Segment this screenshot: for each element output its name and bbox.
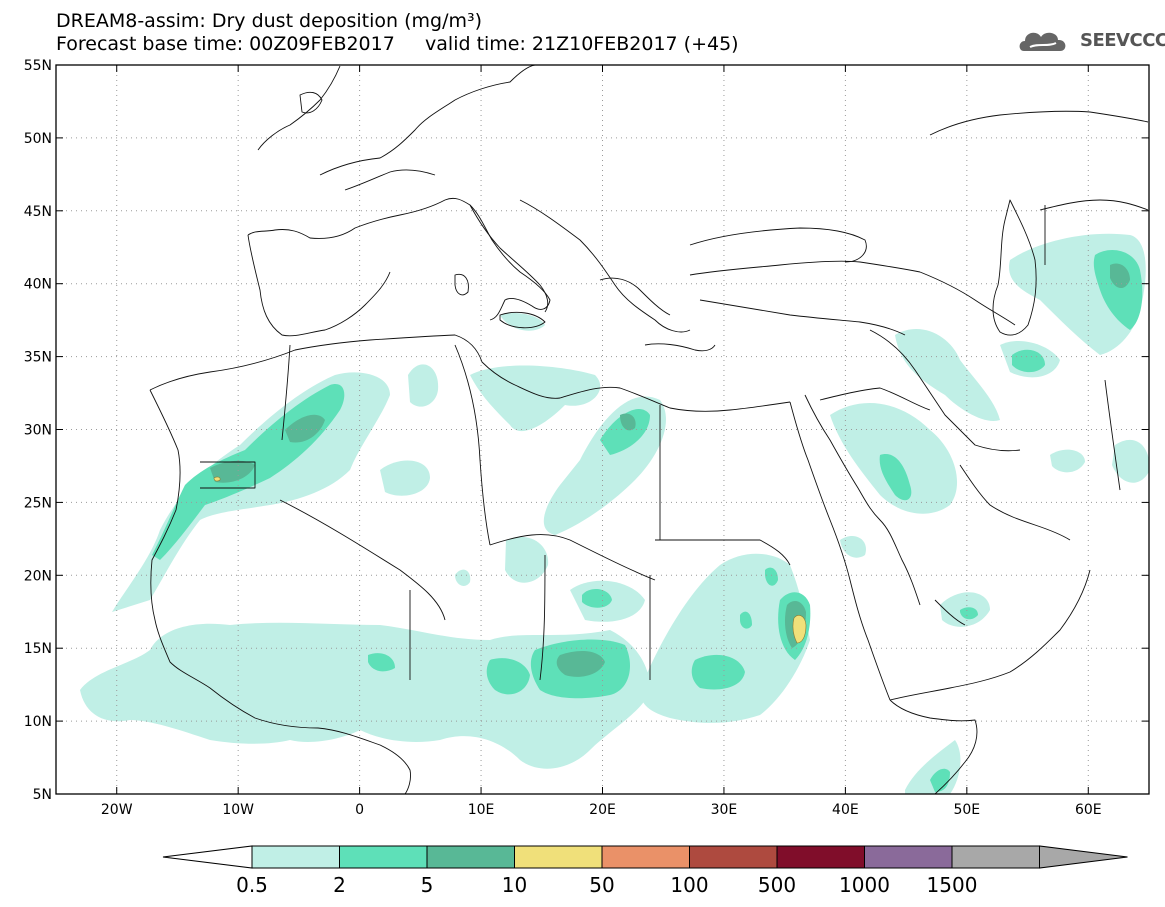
colorbar-label: 500 <box>758 873 796 897</box>
colorbar-label: 50 <box>589 873 614 897</box>
colorbar-label: 2 <box>333 873 346 897</box>
lon-tick-label: 10E <box>468 802 495 818</box>
colorbar-label: 100 <box>670 873 708 897</box>
longitude-labels: 20W 10W 0 10E 20E 30E 40E 50E 60E <box>101 802 1102 818</box>
lat-tick-label: 45N <box>24 204 52 220</box>
colorbar-label: 10 <box>502 873 527 897</box>
legend-labels: 0.5 2 5 10 50 100 500 1000 1500 <box>236 873 977 897</box>
lon-tick-label: 20E <box>589 802 616 818</box>
seevccc-logo: SEEVCCC <box>1018 27 1165 53</box>
lon-tick-label: 60E <box>1075 802 1102 818</box>
colorbar-low-end <box>162 845 253 869</box>
graticule <box>56 65 1149 794</box>
lat-tick-label: 5N <box>33 787 52 803</box>
colorbar-swatch <box>864 845 953 869</box>
colorbar-swatch <box>776 845 865 869</box>
lon-tick-label: 40E <box>832 802 859 818</box>
logo-text: SEEVCCC <box>1080 29 1165 51</box>
lat-tick-label: 15N <box>24 641 52 657</box>
axis-ticks <box>56 64 1149 795</box>
lat-tick-label: 50N <box>24 131 52 147</box>
cloud-icon <box>1019 32 1066 51</box>
colorbar-label: 1000 <box>839 873 890 897</box>
colorbar-swatch <box>951 845 1040 869</box>
lon-tick-label: 30E <box>711 802 738 818</box>
lat-tick-label: 10N <box>24 714 52 730</box>
lon-tick-label: 0 <box>355 802 364 818</box>
latitude-labels: 55N 50N 45N 40N 35N 30N 25N 20N 15N 10N 5N <box>24 58 52 803</box>
lat-tick-label: 55N <box>24 58 52 74</box>
lon-tick-label: 20W <box>101 802 133 818</box>
lat-tick-label: 40N <box>24 277 52 293</box>
colorbar-label: 0.5 <box>236 873 268 897</box>
lon-tick-label: 10W <box>222 802 254 818</box>
colorbar-label: 1500 <box>927 873 978 897</box>
forecast-time-subtitle: Forecast base time: 00Z09FEB2017 valid t… <box>56 33 739 55</box>
map-title: DREAM8-assim: Dry dust deposition (mg/m³… <box>56 10 483 32</box>
lat-tick-label: 20N <box>24 568 52 584</box>
colorbar-swatch <box>514 845 603 869</box>
colorbar-swatch <box>251 845 340 869</box>
colorbar-swatch <box>426 845 515 869</box>
lat-tick-label: 35N <box>24 350 52 366</box>
colorbar-high-end <box>1039 845 1128 869</box>
colorbar-swatch <box>601 845 690 869</box>
colorbar-label: 5 <box>421 873 434 897</box>
deposition-band-10 <box>213 476 807 644</box>
colorbar-swatch <box>339 845 428 869</box>
coastlines-borders <box>149 65 1149 794</box>
deposition-field <box>80 233 1149 794</box>
lat-tick-label: 30N <box>24 423 52 439</box>
lon-tick-label: 50E <box>953 802 980 818</box>
colorbar-swatch <box>689 845 778 869</box>
legend-colorbar <box>162 845 1128 869</box>
lat-tick-label: 25N <box>24 495 52 511</box>
